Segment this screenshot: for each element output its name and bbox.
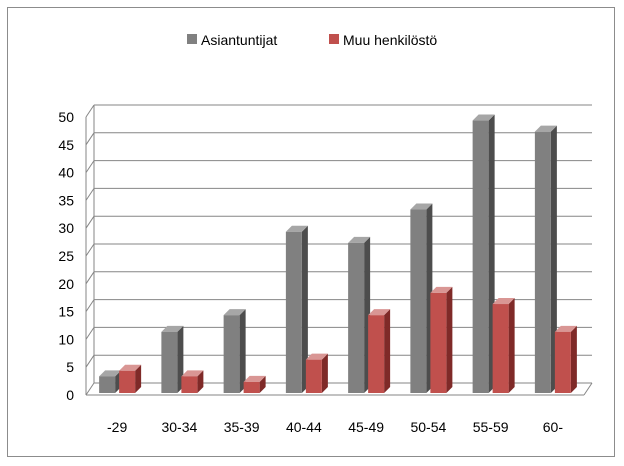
bar-side [570,325,577,393]
bar [181,376,198,393]
bar-side [446,286,453,393]
bar-top [243,375,266,382]
y-tick-label: 50 [58,109,74,125]
bar-side [384,309,391,393]
gridline-depth [85,160,95,173]
gridline-depth [85,243,95,257]
bar-top [430,286,453,293]
gridline-depth [85,271,95,285]
y-tick-label: 0 [66,387,74,403]
bar-top [554,325,577,332]
x-tick-label: 55-59 [473,419,509,435]
bar-top [161,325,184,332]
bar-side [197,370,204,393]
x-tick-label: -29 [107,419,127,435]
gridline-depth [85,354,95,368]
bar-side [508,298,515,393]
bar-top [472,114,495,121]
y-tick-label: 5 [66,359,74,375]
bar [348,242,365,393]
bar [472,120,489,393]
bar [305,359,322,393]
bar-top [492,298,515,305]
bar-top [99,370,122,377]
bar-top [181,370,204,377]
y-tick-label: 45 [58,137,74,153]
y-tick-label: 30 [58,220,74,236]
bar-side [259,375,266,393]
legend-label: Muu henkilöstö [343,32,437,48]
bar-top [305,353,328,360]
floor-right-edge [583,382,593,396]
bar-side [550,125,557,394]
y-tick-label: 40 [58,165,74,181]
legend-swatch [187,34,197,44]
gridline-depth [85,132,95,146]
chart-frame: 0 5 10 15 20 25 30 35 40 45 50 -29 30-34 35-39 40-44 45… [7,7,615,457]
bar-top [368,309,391,316]
legend-swatch [329,34,339,44]
x-tick-label: 60- [543,419,564,435]
x-tick-label: 35-39 [224,419,260,435]
y-tick-label: 15 [58,304,74,320]
gridline-depth [85,188,95,201]
bar [243,381,260,393]
bar [554,331,571,393]
legend-label: Asiantuntijat [201,32,277,48]
bar-side [135,364,142,393]
bar-top [223,309,246,316]
bar-top [285,225,308,232]
bar-side [301,225,308,393]
bar [119,370,136,393]
bar-top [119,364,142,371]
bar [430,292,447,393]
bar [285,231,302,393]
y-tick-label: 25 [58,248,74,264]
bar-side [239,309,246,393]
bar-chart: 0 5 10 15 20 25 30 35 40 45 50 -29 30-34 35-39 40-44 45… [58,32,593,435]
x-tick-label: 50-54 [410,419,446,435]
y-tick-label: 10 [58,331,74,347]
x-tick-label: 30-34 [161,419,197,435]
gridline-depth [85,104,95,118]
bar-top [348,236,371,243]
bar [534,131,551,393]
x-tick-label: 40-44 [286,419,322,435]
bar [410,209,427,393]
y-tick-label: 35 [58,192,74,208]
bar [99,376,116,393]
gridline-depth [85,215,95,229]
bar-side [321,353,328,393]
bar [223,315,240,393]
gridline-depth [85,327,95,340]
bar [368,315,385,393]
gridline-depth [85,382,95,396]
gridline-depth [85,299,95,312]
bar-top [410,203,433,210]
bar-top [534,125,557,132]
y-tick-label: 20 [58,276,74,292]
x-tick-label: 45-49 [348,419,384,435]
bar [161,331,178,393]
bar [492,304,509,393]
